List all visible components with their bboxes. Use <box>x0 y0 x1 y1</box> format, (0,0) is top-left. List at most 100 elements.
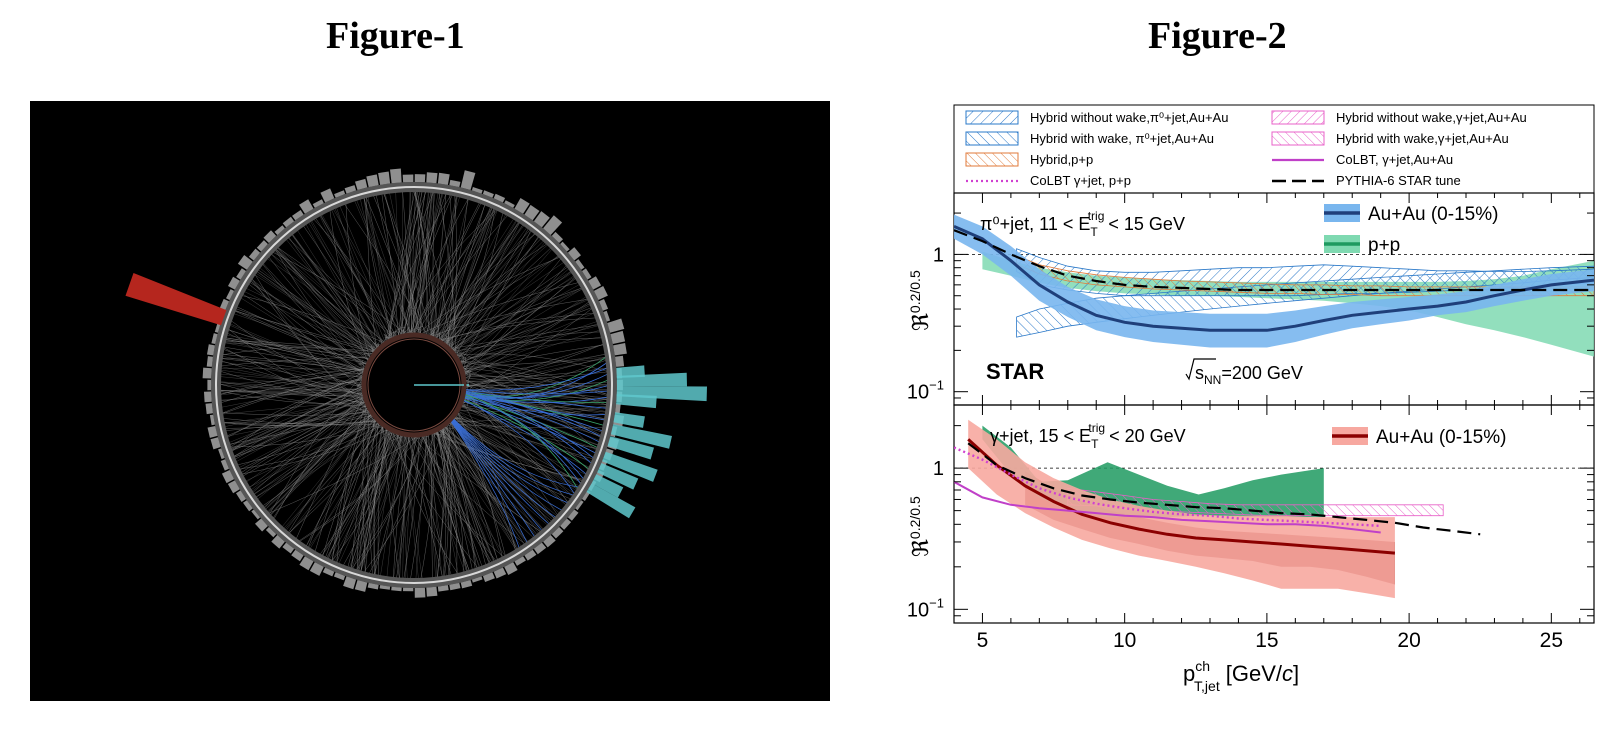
radial-track <box>442 425 495 562</box>
tower <box>205 403 213 415</box>
tower <box>226 289 235 300</box>
tower <box>292 210 304 221</box>
radial-track <box>456 410 573 497</box>
tower <box>202 367 212 379</box>
radial-track <box>336 207 383 346</box>
radial-track <box>445 224 524 347</box>
tower <box>334 190 346 198</box>
tower <box>533 211 550 228</box>
radial-track <box>354 200 412 336</box>
legend-label: CoLBT, γ+jet,Au+Au <box>1336 152 1453 167</box>
tower <box>248 248 261 261</box>
tower <box>504 562 518 575</box>
radial-track <box>363 197 402 337</box>
radial-track <box>458 325 599 362</box>
radial-track <box>442 255 559 344</box>
radial-track <box>275 248 371 362</box>
radial-track <box>251 404 369 492</box>
tower <box>460 170 476 190</box>
tower <box>543 215 563 235</box>
radial-track <box>431 225 525 339</box>
radial-track <box>262 421 380 507</box>
radial-track <box>310 221 381 349</box>
radial-track <box>285 239 376 354</box>
radial-track <box>308 428 391 548</box>
radial-track <box>425 433 436 578</box>
tower <box>437 585 449 592</box>
tower <box>603 310 611 322</box>
radial-track <box>424 433 447 577</box>
radial-track <box>231 391 365 452</box>
radial-track <box>410 192 441 336</box>
radial-track <box>273 250 372 359</box>
legend-swatch <box>965 152 1019 167</box>
radial-track <box>450 287 582 351</box>
radial-track <box>245 419 378 482</box>
series-au-au-0-15-band <box>968 419 1395 599</box>
radial-track <box>284 421 380 530</box>
radial-track <box>395 191 402 337</box>
tower <box>615 403 621 414</box>
radial-track <box>440 221 520 343</box>
radial-track <box>308 222 386 345</box>
legend-label: Hybrid with wake,γ+jet,Au+Au <box>1336 131 1509 146</box>
radial-track <box>220 378 365 396</box>
radial-track <box>428 432 438 578</box>
radial-track <box>443 209 498 345</box>
tpc-outer-ring <box>215 186 613 584</box>
lower-legend: Au+Au (0-15%) <box>1332 427 1506 448</box>
tower <box>291 549 304 562</box>
radial-track <box>374 431 395 575</box>
tower <box>543 535 556 548</box>
radial-track <box>451 417 579 488</box>
x-tick-label: 10 <box>1113 629 1136 652</box>
tower <box>613 343 627 356</box>
radial-track <box>229 324 365 383</box>
legend-label: Hybrid without wake,π⁰+jet,Au+Au <box>1030 110 1228 125</box>
series-au-au-0-15-band <box>954 214 1594 348</box>
axes-layer: 5 10 15 20 25 1 10−1 1 10−1 <box>907 193 1594 652</box>
figure2-plot: Hybrid without wake,π⁰+jet,Au+Au Hybrid w… <box>900 95 1600 731</box>
radial-track <box>256 271 376 354</box>
radial-track <box>219 375 365 385</box>
legend-label: Hybrid,p+p <box>1030 152 1093 167</box>
radial-track <box>249 419 379 488</box>
radial-track <box>459 303 591 364</box>
tower <box>504 200 515 208</box>
radial-track <box>452 417 575 494</box>
tower <box>582 268 592 280</box>
radial-track <box>431 224 524 339</box>
tower <box>593 286 608 300</box>
figure2-title: Figure-2 <box>1148 15 1287 57</box>
radial-track <box>257 406 369 500</box>
experiment-label: STAR <box>986 359 1044 384</box>
tower <box>426 586 438 597</box>
radial-track <box>463 381 607 412</box>
tower <box>354 580 368 592</box>
radial-track <box>281 413 374 528</box>
radial-track <box>222 400 367 415</box>
radial-track <box>444 424 527 544</box>
radial-track <box>220 366 366 396</box>
y-tick-label: 10−1 <box>907 595 944 621</box>
legend-entry: Hybrid without wake,π⁰+jet,Au+Au <box>965 110 1228 125</box>
tower <box>211 333 218 344</box>
radial-track <box>219 381 365 395</box>
x-tick-label: 15 <box>1255 629 1278 652</box>
radial-track <box>220 388 365 401</box>
tower <box>414 174 426 183</box>
legend-label: PYTHIA-6 STAR tune <box>1336 173 1461 188</box>
radial-track <box>285 413 374 531</box>
radial-track <box>309 424 384 549</box>
tower <box>379 585 391 590</box>
tower <box>255 518 268 532</box>
radial-track <box>225 339 365 378</box>
radial-track <box>437 244 549 342</box>
jet-tower <box>607 436 654 460</box>
x-tick-label: 5 <box>977 629 989 652</box>
trigger-tower <box>125 273 227 326</box>
radial-track <box>270 253 370 363</box>
radial-track <box>352 433 402 570</box>
jet-tower <box>591 474 624 498</box>
radial-track <box>442 425 503 558</box>
